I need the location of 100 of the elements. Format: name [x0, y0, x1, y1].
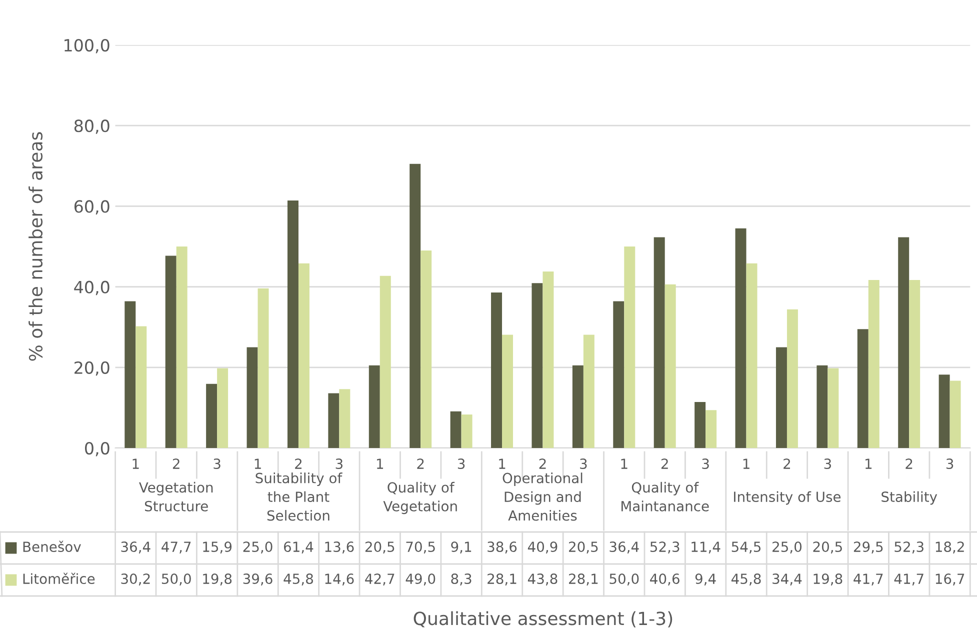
bar	[217, 368, 228, 448]
data-label: 61,4	[284, 542, 314, 554]
data-label: 16,7	[936, 574, 964, 586]
bar	[491, 292, 502, 448]
bar	[706, 410, 717, 448]
data-label: 30,2	[121, 574, 150, 586]
data-label: 25,0	[772, 542, 802, 554]
x-tick-label: 3	[702, 458, 709, 470]
bar	[542, 271, 554, 448]
bar	[368, 365, 380, 448]
bar	[176, 246, 188, 448]
data-label: 20,5	[568, 542, 598, 554]
x-tick-label: 3	[336, 458, 342, 470]
bar	[450, 411, 462, 448]
data-label: 13,6	[325, 542, 354, 554]
y-tick-label: 100,0	[64, 38, 110, 54]
data-label: 49,0	[406, 574, 436, 586]
x-tick-label: 2	[784, 458, 790, 469]
bar	[136, 326, 147, 448]
text: Qualitative assessment (1-3)	[414, 611, 672, 628]
x-tick-label: 2	[661, 458, 668, 469]
x-tick-label: 1	[621, 458, 628, 469]
x-tick-label: 2	[906, 458, 912, 469]
y-tick-label: 0,0	[85, 442, 110, 456]
bar	[572, 365, 584, 448]
y-tick-label: 40,0	[74, 280, 110, 296]
bar	[786, 309, 798, 448]
x-tick-label: 1	[865, 458, 872, 469]
x-tick-label: 3	[824, 458, 831, 470]
bar	[694, 402, 706, 448]
bar	[654, 237, 665, 448]
data-label: 9,4	[695, 574, 716, 586]
data-label: 41,7	[894, 574, 924, 586]
bar	[532, 283, 543, 448]
data-label: 50,0	[162, 574, 191, 586]
bar	[746, 263, 758, 448]
bar	[420, 250, 432, 448]
x-tick-label: 3	[946, 458, 954, 470]
legend-label: Benešov	[23, 540, 81, 552]
bar	[735, 228, 746, 448]
bar	[298, 263, 310, 448]
bar	[816, 365, 828, 448]
bar	[857, 329, 868, 448]
data-label: 11,4	[692, 542, 720, 554]
text: Operational Design and Amenities	[502, 472, 582, 521]
x-tick-label: 3	[214, 458, 220, 470]
bar	[339, 389, 350, 448]
bar	[776, 347, 787, 448]
data-label: 36,4	[610, 542, 639, 554]
bar	[380, 276, 391, 448]
data-label: 40,9	[528, 542, 558, 554]
data-label: 41,7	[854, 574, 883, 586]
data-label: 20,5	[365, 542, 394, 554]
data-label: 52,3	[650, 542, 680, 554]
data-label: 70,5	[406, 542, 435, 554]
bar	[165, 256, 176, 448]
data-label: 19,8	[814, 574, 842, 586]
bar	[664, 284, 676, 448]
x-tick-label: 2	[539, 458, 546, 469]
data-label: 38,6	[488, 542, 517, 554]
bar	[246, 347, 258, 448]
data-label: 54,5	[732, 542, 761, 554]
data-label: 34,4	[772, 574, 802, 586]
text: Stability	[882, 491, 938, 505]
bar	[583, 334, 594, 448]
data-label: 9,1	[451, 542, 472, 554]
bar	[461, 414, 472, 448]
data-label: 14,6	[325, 574, 354, 586]
bar	[950, 380, 961, 448]
bar	[909, 280, 920, 448]
x-tick-label: 1	[254, 458, 261, 469]
data-label: 45,8	[284, 574, 313, 586]
data-label: 45,8	[731, 574, 761, 586]
data-label: 18,2	[936, 542, 964, 554]
data-label: 50,0	[610, 574, 639, 586]
data-label: 15,9	[203, 542, 232, 554]
text: Quality of Vegetation	[383, 482, 457, 514]
x-tick-label: 2	[417, 458, 424, 469]
bar	[613, 301, 624, 448]
data-label: 29,5	[854, 542, 883, 554]
bar	[258, 288, 269, 448]
bar	[206, 384, 218, 448]
bar	[410, 164, 421, 448]
data-label: 43,8	[528, 574, 558, 586]
text: Intensity of Use	[734, 491, 841, 505]
x-tick-label: 1	[132, 458, 139, 469]
data-label: 39,6	[243, 574, 272, 586]
x-tick-label: 2	[172, 458, 180, 469]
bar	[624, 246, 636, 448]
y-axis-title: % of the number of areas	[28, 132, 43, 361]
legend-label: Litoměřice	[23, 572, 95, 584]
bar	[502, 334, 514, 448]
bar	[124, 301, 136, 448]
text: Vegetation Structure	[139, 482, 213, 512]
data-label: 52,3	[894, 542, 924, 554]
x-tick-label: 3	[458, 458, 465, 470]
bar	[898, 237, 910, 448]
data-label: 47,7	[162, 542, 191, 554]
y-tick-label: 80,0	[74, 120, 110, 134]
bar	[828, 368, 839, 448]
